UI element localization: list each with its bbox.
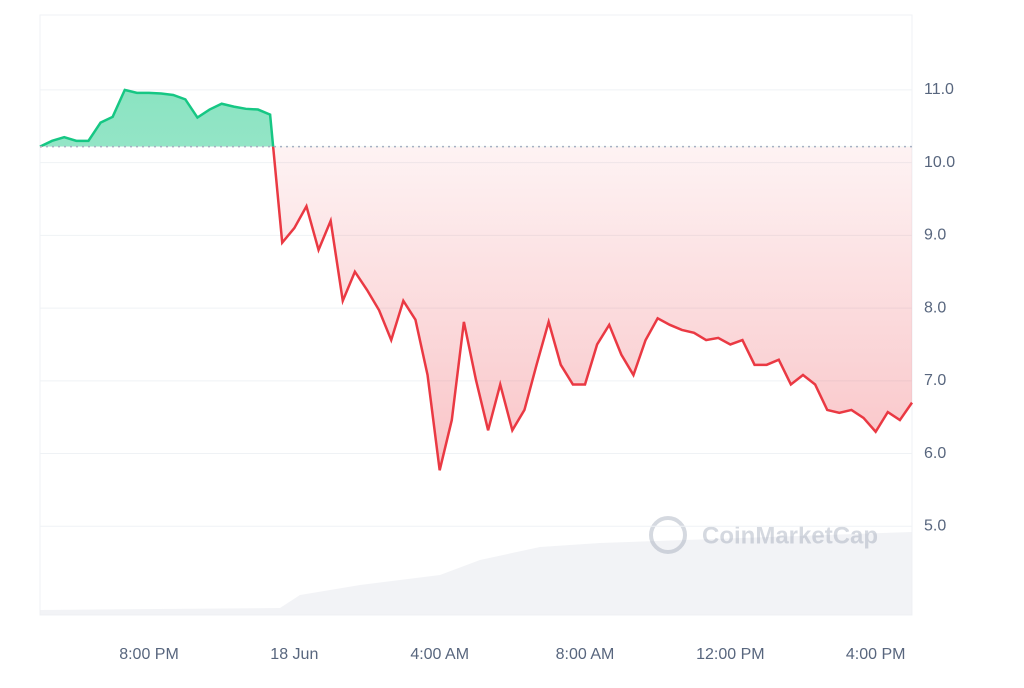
y-tick-label: 10.0 [924,154,955,171]
watermark-text: CoinMarketCap [702,522,878,549]
y-tick-label: 7.0 [924,372,946,389]
y-tick-label: 6.0 [924,445,946,462]
y-tick-label: 8.0 [924,299,946,316]
x-tick-label: 8:00 PM [119,646,179,663]
y-tick-label: 9.0 [924,227,946,244]
x-tick-label: 18 Jun [270,646,318,663]
x-tick-label: 4:00 PM [846,646,906,663]
watermark: CoinMarketCap [649,516,878,554]
y-tick-label: 5.0 [924,517,946,534]
x-tick-label: 4:00 AM [410,646,469,663]
price-line-down [40,146,914,471]
price-line-up [39,88,275,147]
x-tick-label: 8:00 AM [556,646,615,663]
x-tick-label: 12:00 PM [696,646,764,663]
y-tick-label: 11.0 [924,81,954,98]
watermark-logo [649,516,687,554]
volume-area [40,532,912,615]
area-down [273,146,912,471]
area-up [40,89,912,147]
